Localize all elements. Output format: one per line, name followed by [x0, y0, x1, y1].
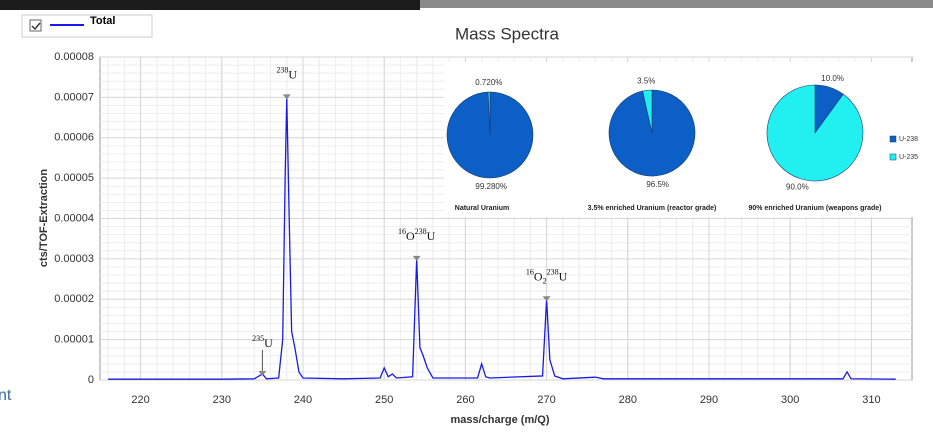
pie-legend-label: U-238 [899, 136, 918, 143]
peak-label: 238U [276, 66, 297, 81]
peak-label-part: 2 [543, 277, 547, 286]
y-tick-label: 0.00003 [54, 253, 94, 265]
legend-box [21, 14, 153, 38]
peak-label-part: U [559, 269, 568, 283]
peak-marker [282, 94, 291, 100]
y-tick-label: 0.00002 [54, 293, 94, 305]
pie-legend-swatch [889, 153, 897, 161]
x-tick-label: 220 [131, 394, 149, 406]
y-tick-label: 0.00008 [54, 51, 94, 63]
side-text: nt [0, 387, 12, 404]
peak-label-part: 235 [252, 334, 264, 343]
checkmark [31, 22, 41, 31]
peak-label-part: 238 [415, 227, 427, 236]
y-tick-label: 0.00005 [54, 172, 94, 184]
x-tick-label: 280 [619, 394, 637, 406]
peak-label-part: 238 [547, 268, 559, 277]
x-axis-label: mass/charge (m/Q) [450, 414, 549, 426]
pie-value-label: 10.0% [821, 74, 844, 83]
peak-label-part: O [534, 269, 543, 283]
peak-label-part: U [427, 229, 436, 243]
peak-marker [542, 296, 551, 302]
x-tick-label: 290 [700, 394, 718, 406]
x-tick-label: 300 [781, 394, 799, 406]
peak-label-part: U [264, 336, 273, 350]
top-bar [0, 0, 420, 10]
peak-label-part: U [288, 67, 297, 81]
x-tick-label: 310 [862, 394, 880, 406]
pie-main-title: Mass Spectra [455, 24, 559, 43]
y-tick-label: 0.00004 [54, 212, 94, 224]
x-tick-label: 230 [213, 394, 231, 406]
legend-label: Total [90, 15, 115, 27]
y-tick-label: 0.00007 [54, 91, 94, 103]
pie-title: 3.5% enriched Uranium (reactor grade) [588, 205, 717, 212]
x-tick-label: 270 [537, 394, 555, 406]
pie-slice [766, 84, 864, 182]
top-bar [420, 0, 933, 8]
y-axis-label: cts/TOF-Extraction [38, 169, 50, 267]
pie-value-label: 96.5% [646, 180, 669, 189]
peak-marker [412, 255, 421, 261]
pie-value-label: 99.280% [475, 182, 507, 191]
peak-marker [258, 370, 267, 376]
pie-value-label: 90.0% [786, 182, 809, 191]
y-tick-label: 0.00006 [54, 132, 94, 144]
x-tick-label: 250 [375, 394, 393, 406]
peak-label-part: 16 [526, 268, 534, 277]
x-tick-label: 260 [456, 394, 474, 406]
pie-slice [487, 91, 491, 136]
pie-legend-label: U-235 [899, 154, 918, 161]
y-tick-label: 0 [88, 374, 94, 386]
peak-label-part: 238 [276, 66, 288, 75]
pie-legend-swatch [889, 135, 897, 143]
pie-title: Natural Uranium [455, 205, 509, 212]
pie-value-label: 3.5% [637, 76, 655, 85]
legend-checkbox[interactable] [29, 19, 42, 32]
y-tick-label: 0.00001 [54, 334, 94, 346]
pie-title: 90% enriched Uranium (weapons grade) [748, 205, 881, 212]
peak-label-part: 16 [398, 227, 406, 236]
pie-slice [642, 89, 653, 134]
peak-label: 235U [252, 334, 273, 349]
peak-label: 16O2238U [526, 268, 568, 286]
spectrum-line [108, 97, 896, 380]
pie-value-label: 0.720% [475, 78, 502, 87]
x-tick-label: 240 [294, 394, 312, 406]
peak-label: 16O238U [398, 227, 436, 242]
peak-label-part: O [406, 229, 415, 243]
